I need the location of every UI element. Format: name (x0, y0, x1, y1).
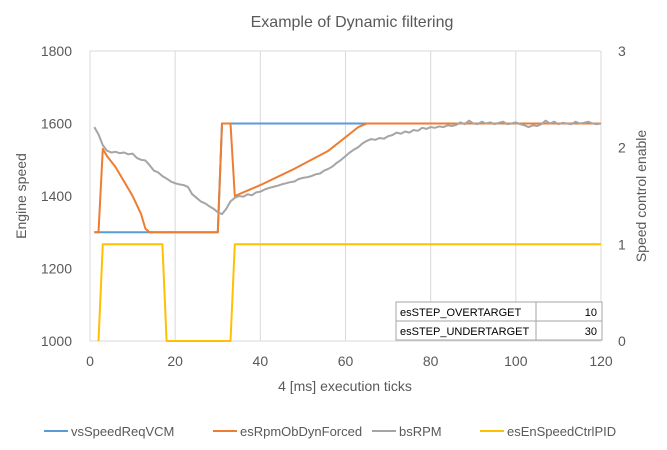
x-axis-ticks: 0 20 40 60 80 100 120 (86, 353, 613, 369)
series-line-esEnSpeedCtrlPID (97, 243, 601, 342)
x-axis-title: 4 [ms] execution ticks (278, 378, 412, 394)
x-tick-label: 0 (86, 353, 94, 369)
x-tick-label: 40 (253, 353, 269, 369)
legend-label-esRpmObDynForced: esRpmObDynForced (240, 424, 362, 439)
legend-label-esEnSpeedCtrlPID: esEnSpeedCtrlPID (507, 424, 616, 439)
x-tick-label: 60 (338, 353, 354, 369)
parameter-table: esSTEP_OVERTARGET 10 esSTEP_UNDERTARGET 30 (395, 301, 603, 341)
series-lines (93, 119, 602, 342)
param-value: 10 (585, 307, 597, 319)
y2-tick-label: 1 (618, 236, 626, 252)
series-line-bsRPM (93, 119, 602, 216)
y2-tick-label: 3 (618, 43, 626, 59)
y2-axis-title: Speed control enable (633, 130, 649, 263)
y-tick-label: 1000 (41, 333, 72, 349)
y-tick-label: 1600 (41, 116, 72, 132)
x-tick-label: 100 (504, 353, 528, 369)
y2-tick-label: 0 (618, 333, 626, 349)
series-line-esRpmObDynForced (94, 122, 601, 234)
left-axis-ticks: 1000 1200 1400 1600 1800 (41, 43, 72, 349)
y-tick-label: 1400 (41, 188, 72, 204)
chart-title: Example of Dynamic filtering (251, 14, 454, 31)
legend-label-bsRPM: bsRPM (399, 424, 442, 439)
y-tick-label: 1200 (41, 261, 72, 277)
vertical-gridlines (89, 51, 602, 341)
param-value: 30 (585, 326, 597, 338)
x-tick-label: 20 (167, 353, 183, 369)
param-value-cell (535, 320, 603, 341)
legend-label-vsSpeedReqVCM: vsSpeedReqVCM (71, 424, 174, 439)
param-label: esSTEP_OVERTARGET (400, 307, 522, 319)
x-tick-label: 80 (423, 353, 439, 369)
legend: vsSpeedReqVCM esRpmObDynForced bsRPM esEnSp… (44, 424, 616, 439)
y-axis-title: Engine speed (13, 153, 29, 239)
param-label: esSTEP_UNDERTARGET (400, 326, 529, 338)
right-axis-ticks: 0 1 2 3 (618, 43, 626, 349)
y-tick-label: 1800 (41, 43, 72, 59)
x-tick-label: 120 (589, 353, 613, 369)
series-line-vsSpeedReqVCM (94, 122, 601, 234)
y2-tick-label: 2 (618, 140, 626, 156)
